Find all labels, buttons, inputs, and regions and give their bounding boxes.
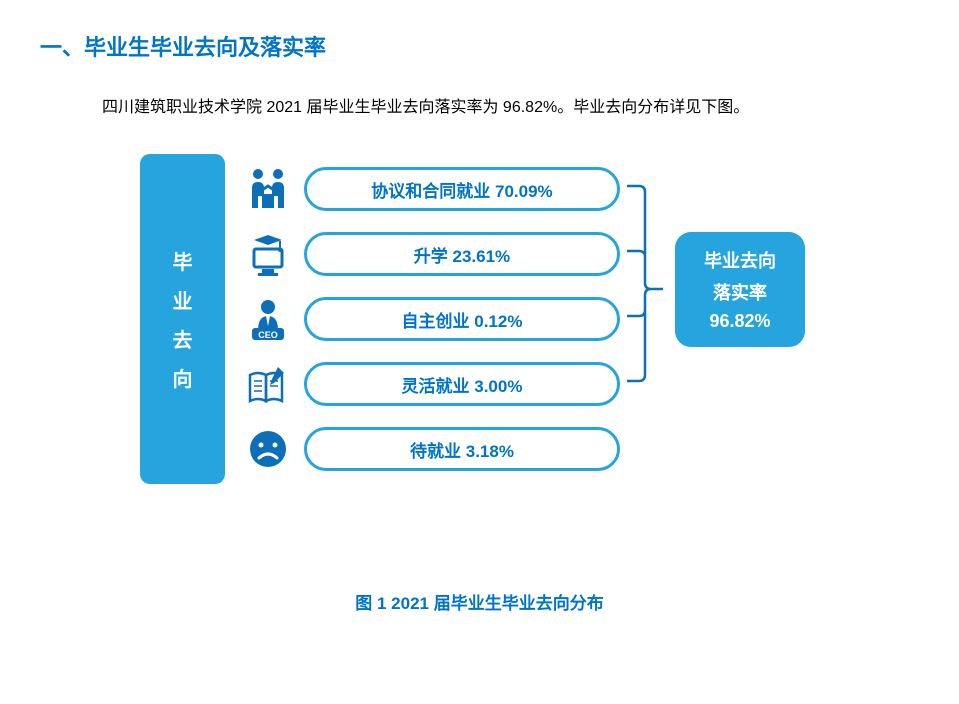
sad-face-icon (240, 424, 296, 474)
source-box: 毕 业 去 向 (140, 154, 225, 484)
category-pill: 协议和合同就业 70.09% (304, 167, 620, 211)
category-row: 升学 23.61% (240, 229, 620, 279)
summary-line: 落实率 (713, 279, 767, 305)
ceo-icon: CEO (240, 294, 296, 344)
category-row: CEO 自主创业 0.12% (240, 294, 620, 344)
category-pill: 灵活就业 3.00% (304, 362, 620, 406)
book-pen-icon (240, 359, 296, 409)
summary-box: 毕业去向 落实率 96.82% (675, 232, 805, 347)
category-row: 灵活就业 3.00% (240, 359, 620, 409)
figure-caption: 图 1 2021 届毕业生毕业去向分布 (40, 589, 919, 614)
flow-diagram: 毕 业 去 向 协议和合同就业 70.09% 升学 23 (90, 154, 869, 534)
src-ch: 向 (173, 363, 193, 392)
src-ch: 业 (173, 285, 193, 314)
summary-line: 毕业去向 (704, 247, 776, 273)
graduation-icon (240, 229, 296, 279)
category-pill: 自主创业 0.12% (304, 297, 620, 341)
section-title: 一、毕业生毕业去向及落实率 (40, 30, 919, 62)
category-pill: 升学 23.61% (304, 232, 620, 276)
bracket-connector (625, 164, 665, 414)
intro-paragraph: 四川建筑职业技术学院 2021 届毕业生毕业去向落实率为 96.82%。毕业去向… (40, 92, 919, 124)
src-ch: 毕 (173, 246, 193, 275)
category-pill: 待就业 3.18% (304, 427, 620, 471)
handshake-icon (240, 164, 296, 214)
category-row: 待就业 3.18% (240, 424, 620, 474)
category-row: 协议和合同就业 70.09% (240, 164, 620, 214)
summary-value: 96.82% (709, 311, 770, 332)
svg-text:CEO: CEO (258, 330, 278, 340)
src-ch: 去 (173, 324, 193, 353)
